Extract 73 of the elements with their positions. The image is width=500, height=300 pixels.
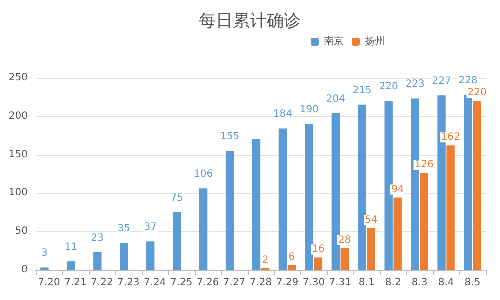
bar xyxy=(94,252,102,270)
data-label: 94 xyxy=(391,184,404,196)
bar xyxy=(464,94,472,270)
data-label: 227 xyxy=(432,76,452,88)
data-label: 2 xyxy=(262,254,269,266)
x-tick-label: 8.3 xyxy=(412,278,428,288)
bar xyxy=(367,228,376,270)
data-label: 190 xyxy=(300,104,319,116)
bar xyxy=(252,139,261,270)
bar xyxy=(473,101,482,270)
x-tick-label: 8.1 xyxy=(358,278,375,288)
bar xyxy=(384,101,393,270)
data-label: 75 xyxy=(170,192,184,204)
x-tick-label: 7.31 xyxy=(329,278,352,288)
x-tick-label: 8.5 xyxy=(464,278,481,288)
bar xyxy=(358,104,366,270)
x-tick-label: 7.27 xyxy=(223,278,246,288)
x-tick-label: 8.4 xyxy=(438,278,454,288)
data-label: 223 xyxy=(406,79,425,90)
y-tick-label: 50 xyxy=(15,226,28,238)
bar xyxy=(446,146,455,270)
x-tick-label: 8.2 xyxy=(385,278,402,288)
x-tick-label: 7.25 xyxy=(170,278,193,288)
data-label: 3 xyxy=(42,248,48,260)
data-label: 220 xyxy=(379,82,398,93)
x-tick-label: 7.22 xyxy=(91,278,114,288)
bar xyxy=(172,212,182,270)
bar xyxy=(67,262,76,270)
data-label: 204 xyxy=(326,94,346,105)
bar xyxy=(288,265,296,270)
bar xyxy=(226,150,234,270)
bar xyxy=(146,242,155,270)
bar xyxy=(394,198,402,270)
legend-label: 扬州 xyxy=(365,36,385,48)
y-tick-label: 150 xyxy=(8,149,28,160)
data-label: 16 xyxy=(312,244,325,256)
x-tick-label: 7.23 xyxy=(118,278,140,288)
data-label: 155 xyxy=(220,131,240,142)
bar xyxy=(340,248,350,270)
data-label: 54 xyxy=(365,215,378,226)
y-tick-label: 0 xyxy=(22,264,28,276)
bar xyxy=(120,243,128,270)
chart-title: 每日累计确诊 xyxy=(199,12,301,32)
y-tick-label: 100 xyxy=(8,188,28,199)
x-tick-label: 7.21 xyxy=(64,278,87,288)
data-label: 6 xyxy=(288,252,296,263)
x-tick-label: 7.26 xyxy=(196,278,220,288)
data-label: 11 xyxy=(64,242,78,254)
data-label: 28 xyxy=(338,234,352,246)
data-label: 215 xyxy=(352,85,372,96)
bar xyxy=(332,113,340,270)
y-tick-label: 200 xyxy=(8,110,28,122)
legend-label: 南京 xyxy=(324,36,344,48)
x-tick-label: 7.29 xyxy=(276,278,299,288)
data-label: 23 xyxy=(91,232,104,244)
x-tick-label: 7.30 xyxy=(302,278,326,288)
x-tick-label: 7.24 xyxy=(144,278,166,288)
bar xyxy=(199,188,208,270)
bar xyxy=(420,173,428,270)
data-label: 220 xyxy=(468,88,487,99)
bar xyxy=(278,128,288,270)
data-label: 37 xyxy=(144,222,157,234)
data-label: 126 xyxy=(414,160,434,171)
data-label: 228 xyxy=(458,75,478,86)
bar xyxy=(314,258,323,270)
bar xyxy=(305,124,314,270)
data-label: 184 xyxy=(273,109,293,120)
data-label: 162 xyxy=(441,132,460,144)
x-tick-label: 7.28 xyxy=(250,278,272,288)
data-label: 106 xyxy=(194,169,214,180)
x-tick-label: 7.20 xyxy=(38,278,60,288)
data-label: 35 xyxy=(118,224,131,235)
y-tick-label: 250 xyxy=(8,72,28,84)
